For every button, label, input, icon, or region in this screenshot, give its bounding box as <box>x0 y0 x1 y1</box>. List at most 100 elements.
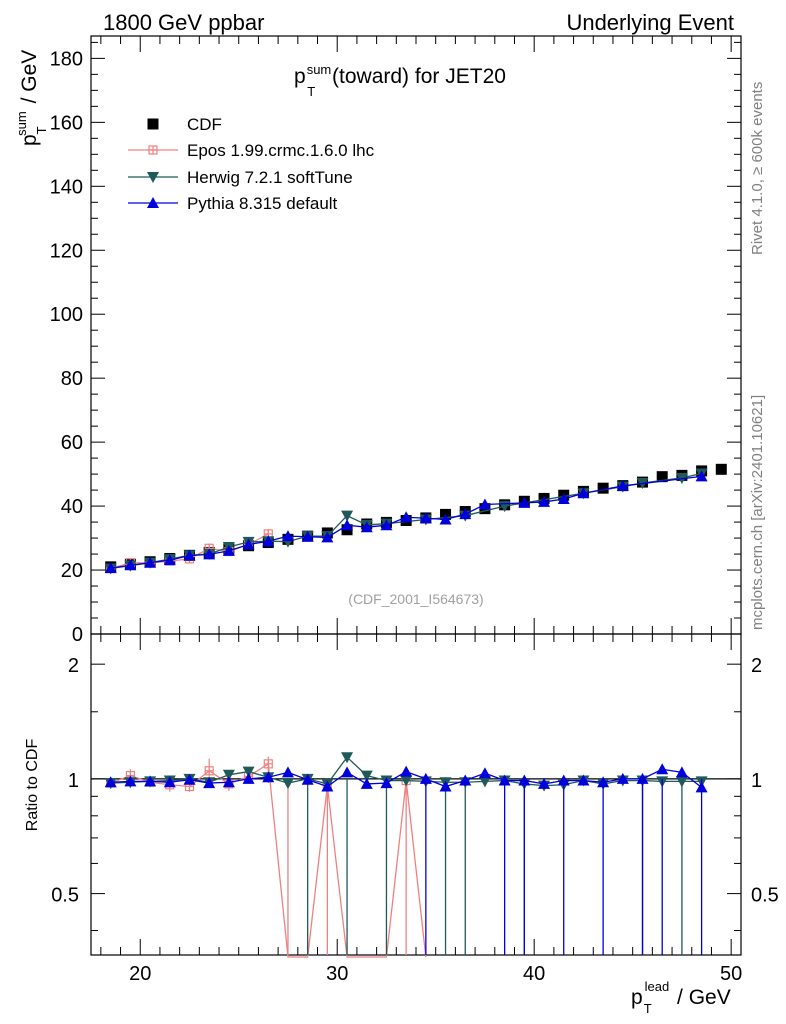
ratio-y-tick-label-right: 1 <box>751 770 762 792</box>
main-chart-title: psum T (toward) for JET20 <box>294 62 506 99</box>
ratio-point-pythia <box>281 766 294 778</box>
main-y-tick-label: 80 <box>61 368 83 390</box>
main-data-layer <box>104 463 727 575</box>
analysis-watermark: (CDF_2001_I564673) <box>348 591 483 607</box>
ratio-point-epos <box>263 759 273 769</box>
ratio-point-pythia <box>124 775 137 787</box>
x-axis-label: pTlead / GeV <box>631 979 731 1016</box>
data-point-pythia <box>380 519 393 531</box>
ratio-point-herwig <box>242 766 255 778</box>
main-y-tick-label: 40 <box>61 496 83 518</box>
ratio-point-pythia <box>538 777 551 789</box>
data-point-pythia <box>183 549 196 561</box>
legend-label-pythia: Pythia 8.315 default <box>187 194 338 213</box>
ratio-point-pythia <box>577 774 590 786</box>
mcplots-side-label: mcplots.cern.ch [arXiv:2401.10621] <box>749 395 766 630</box>
ratio-point-herwig <box>478 776 491 788</box>
ratio-point-pythia <box>675 766 688 778</box>
main-y-tick-label: 100 <box>50 304 83 326</box>
ratio-point-pythia <box>262 771 275 783</box>
ratio-point-pythia <box>321 780 334 792</box>
ratio-point-pythia <box>616 772 629 784</box>
data-point-pythia <box>695 470 708 482</box>
legend-marker-epos <box>148 145 158 155</box>
ratio-y-tick-label-left: 1 <box>68 770 79 792</box>
data-point-pythia <box>144 556 157 568</box>
rivet-side-label: Rivet 4.1.0, ≥ 600k events <box>749 82 766 255</box>
ratio-point-pythia <box>222 776 235 788</box>
data-point-pythia <box>222 544 235 556</box>
ratio-point-pythia <box>104 776 117 788</box>
legend-marker-cdf <box>147 118 159 130</box>
main-y-tick-label: 120 <box>50 240 83 262</box>
ratio-point-herwig <box>281 778 294 790</box>
ratio-point-pythia <box>498 774 511 786</box>
data-point-cdf <box>715 463 727 475</box>
ratio-point-pythia <box>439 780 452 792</box>
ratio-y-axis-label: Ratio to CDF <box>24 739 41 832</box>
legend: CDF Epos 1.99.crmc.1.6.0 lhc Herwig 7.2.… <box>128 115 375 213</box>
data-point-pythia <box>616 479 629 491</box>
ratio-point-pythia <box>360 777 373 789</box>
ratio-point-herwig <box>675 776 688 788</box>
ratio-point-pythia <box>400 765 413 777</box>
data-point-pythia <box>360 521 373 533</box>
main-y-tick-label: 0 <box>72 624 83 646</box>
data-point-pythia <box>321 531 334 543</box>
data-point-pythia <box>262 535 275 547</box>
ratio-line-epos <box>110 762 427 958</box>
ratio-y-tick-label-right: 2 <box>751 655 762 677</box>
ratio-point-pythia <box>478 767 491 779</box>
ratio-point-epos <box>204 766 214 776</box>
legend-label-epos: Epos 1.99.crmc.1.6.0 lhc <box>187 141 375 160</box>
main-y-tick-label: 180 <box>50 48 83 70</box>
ratio-point-pythia <box>341 766 354 778</box>
legend-label-herwig: Herwig 7.2.1 softTune <box>187 168 353 187</box>
ratio-point-pythia <box>163 776 176 788</box>
main-y-tick-label: 140 <box>50 176 83 198</box>
data-point-pythia <box>203 548 216 560</box>
legend-marker-pythia <box>147 197 159 208</box>
ratio-point-pythia <box>459 774 472 786</box>
data-point-pythia <box>341 519 354 531</box>
main-y-tick-label: 20 <box>61 560 83 582</box>
ratio-data-layer <box>91 752 741 958</box>
data-point-pythia <box>281 530 294 542</box>
data-point-pythia <box>538 495 551 507</box>
ratio-point-pythia <box>419 772 432 784</box>
header-left-label: 1800 GeV ppbar <box>103 10 264 35</box>
data-point-pythia <box>459 508 472 520</box>
data-point-pythia <box>124 559 137 571</box>
main-y-axis-label: pTsum / GeV <box>14 50 49 146</box>
ratio-point-pythia <box>144 775 157 787</box>
ratio-y-tick-label-right: 0.5 <box>751 885 779 907</box>
data-point-cdf <box>656 471 668 483</box>
data-point-pythia <box>242 538 255 550</box>
header-right-label: Underlying Event <box>566 10 734 35</box>
ratio-point-pythia <box>203 777 216 789</box>
ratio-point-herwig <box>222 769 235 781</box>
legend-label-cdf: CDF <box>187 115 222 134</box>
ratio-y-tick-label-left: 2 <box>68 655 79 677</box>
ratio-point-pythia <box>557 774 570 786</box>
data-point-pythia <box>163 554 176 566</box>
data-point-pythia <box>104 562 117 574</box>
main-y-tick-label: 160 <box>50 112 83 134</box>
ratio-point-pythia <box>301 773 314 785</box>
x-tick-label: 30 <box>326 963 348 985</box>
ratio-point-herwig <box>400 775 413 787</box>
data-point-pythia <box>557 493 570 505</box>
ratio-point-pythia <box>380 777 393 789</box>
ratio-y-tick-label-left: 0.5 <box>51 885 79 907</box>
data-point-pythia <box>419 512 432 524</box>
ratio-panel-frame <box>90 633 742 956</box>
main-y-tick-label: 60 <box>61 432 83 454</box>
ratio-point-herwig <box>360 770 373 782</box>
legend-marker-herwig <box>147 172 159 183</box>
ratio-y-axis: 0.5 0.5 1 1 2 2 <box>51 655 779 932</box>
ratio-point-pythia <box>597 776 610 788</box>
data-point-herwig <box>341 510 354 522</box>
x-tick-label: 40 <box>523 963 545 985</box>
data-point-pythia <box>439 513 452 525</box>
